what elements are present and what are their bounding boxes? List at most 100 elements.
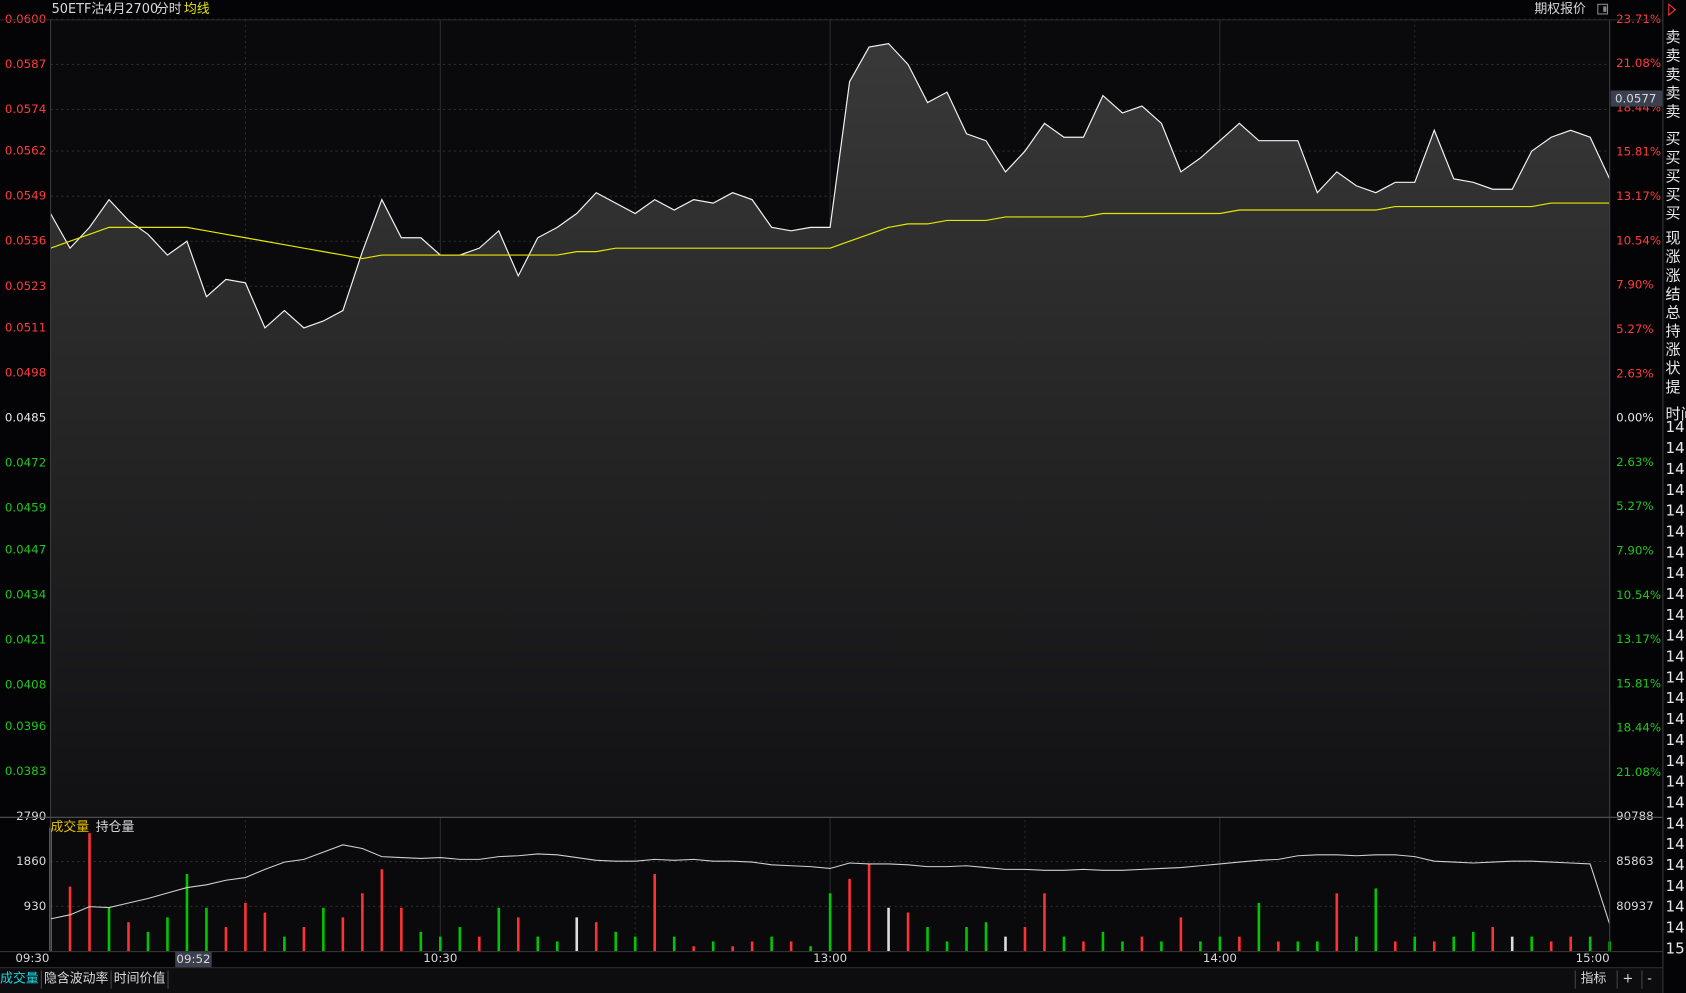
side-panel-item: 14: xyxy=(1666,439,1686,457)
cursor-price-label: 0.0577 xyxy=(1615,92,1656,106)
toggle-icon[interactable] xyxy=(1597,3,1609,15)
side-panel-item: 14: xyxy=(1666,502,1686,520)
volume-bar xyxy=(516,917,520,952)
y-tick-label: 0.0600 xyxy=(5,12,46,26)
volume-bar xyxy=(302,927,306,952)
volume-bar xyxy=(633,936,637,952)
volume-bar xyxy=(1101,931,1105,952)
side-panel-item: 14: xyxy=(1666,856,1686,874)
side-arrow[interactable] xyxy=(1668,3,1677,17)
volume-bar xyxy=(1413,936,1417,952)
side-panel-item: 卖 xyxy=(1666,47,1681,65)
side-panel-item: 14: xyxy=(1666,835,1686,853)
side-panel-item: 14: xyxy=(1666,606,1686,624)
volume-bar xyxy=(594,922,598,952)
tool-button[interactable]: + xyxy=(1623,972,1634,987)
y-tick-label: 0.0498 xyxy=(5,365,46,379)
tab[interactable]: 时间价值 xyxy=(114,971,166,987)
tool-button[interactable]: 指标 xyxy=(1581,972,1607,987)
side-panel-item: 总 xyxy=(1666,303,1681,321)
side-panel-item: 卖 xyxy=(1666,65,1681,83)
side-panel-item: 买 xyxy=(1666,148,1681,166)
volume-bar xyxy=(555,941,559,952)
y-tick-label: 0.0421 xyxy=(5,632,46,646)
y-tick-label: 0.0434 xyxy=(5,587,46,601)
side-panel-item: 持 xyxy=(1666,322,1681,340)
y2-tick-label: 10.54% xyxy=(1616,588,1661,602)
volume-bar xyxy=(1082,941,1085,952)
legend-price[interactable]: 分时 xyxy=(156,2,182,17)
volume-bar xyxy=(1316,941,1319,952)
y2-tick-label: 80937 xyxy=(1616,899,1654,913)
x-tick-label: 10:30 xyxy=(423,951,457,965)
panel-title[interactable]: 期权报价 xyxy=(1534,1,1586,17)
volume-bar xyxy=(653,874,656,952)
tab-bar: 成交量 隐含波动率 时间价值 指标 + - xyxy=(0,970,1652,989)
side-panel-item: 14: xyxy=(1666,814,1686,832)
y-tick-label: 0.0459 xyxy=(5,501,46,515)
y-tick-label: 0.0523 xyxy=(5,279,46,293)
volume-bar xyxy=(575,917,579,952)
y2-tick-label: 2.63% xyxy=(1616,455,1654,469)
volume-bar xyxy=(1549,941,1553,952)
volume-bar xyxy=(1491,927,1495,952)
volume-bar xyxy=(166,917,169,952)
x-tick-label: 15:00 xyxy=(1576,951,1610,965)
legend-volume: 成交量 xyxy=(51,819,90,835)
volume-bar xyxy=(1179,917,1183,952)
side-panel-item: 卖 xyxy=(1666,28,1681,46)
y-tick-label: 0.0485 xyxy=(5,411,46,425)
instrument-title: 50ETF沽4月2700 xyxy=(52,2,159,17)
y2-tick-label: 5.27% xyxy=(1616,499,1654,513)
side-panel-item: 14: xyxy=(1666,919,1686,937)
y-tick-label: 0.0472 xyxy=(5,456,46,470)
cursor-price-box xyxy=(1610,90,1663,107)
volume-bar xyxy=(1355,936,1358,952)
tab[interactable]: 成交量 xyxy=(0,971,39,987)
y-tick-label: 930 xyxy=(24,899,47,913)
volume-bar xyxy=(906,912,910,952)
side-panel-item: 14: xyxy=(1666,877,1686,895)
side-panel-item: 14: xyxy=(1666,648,1686,666)
volume-bar xyxy=(1257,902,1261,952)
open-interest-line xyxy=(50,844,1611,925)
volume-bar xyxy=(789,941,793,952)
volume-bar xyxy=(887,907,890,952)
volume-bar xyxy=(400,907,403,952)
tab[interactable]: 隐含波动率 xyxy=(44,971,109,987)
y2-tick-label: 7.90% xyxy=(1616,278,1654,292)
volume-bar xyxy=(1393,941,1397,952)
side-panel-item: 涨 xyxy=(1666,248,1681,266)
volume-bar xyxy=(439,936,442,952)
tool-button[interactable]: - xyxy=(1647,972,1652,987)
y2-tick-label: 5.27% xyxy=(1616,322,1654,336)
side-panel-item: 14: xyxy=(1666,627,1686,645)
mark-layer xyxy=(49,42,1611,952)
volume-bar xyxy=(458,927,462,952)
legend-average[interactable]: 均线 xyxy=(184,2,210,17)
y-tick-label: 0.0383 xyxy=(5,764,46,778)
side-panel-item: 卖 xyxy=(1666,84,1681,102)
volume-bar xyxy=(1218,936,1222,952)
side-panel-item: 状 xyxy=(1666,359,1681,377)
side-panel-item: 14: xyxy=(1666,585,1686,603)
volume-bar xyxy=(1374,888,1378,952)
x-tick-label: 09:30 xyxy=(15,951,49,965)
volume-bar xyxy=(1004,936,1007,952)
cursor-time-box xyxy=(175,951,212,968)
volume-bar xyxy=(244,902,247,952)
volume-bar xyxy=(692,946,695,952)
volume-bar xyxy=(614,931,618,952)
side-panel-item: 14: xyxy=(1666,522,1686,540)
y2-tick-label: 10.54% xyxy=(1616,233,1661,247)
y-tick-label: 1860 xyxy=(16,854,46,868)
y2-tick-label: 7.90% xyxy=(1616,543,1654,557)
side-panel-item: 涨 xyxy=(1666,266,1681,284)
volume-bar xyxy=(1140,936,1144,952)
side-panel-item: 14: xyxy=(1666,564,1686,582)
x-tick-label: 13:00 xyxy=(813,951,847,965)
volume-bar xyxy=(984,922,988,952)
toggle-icon-inner xyxy=(1603,6,1607,12)
